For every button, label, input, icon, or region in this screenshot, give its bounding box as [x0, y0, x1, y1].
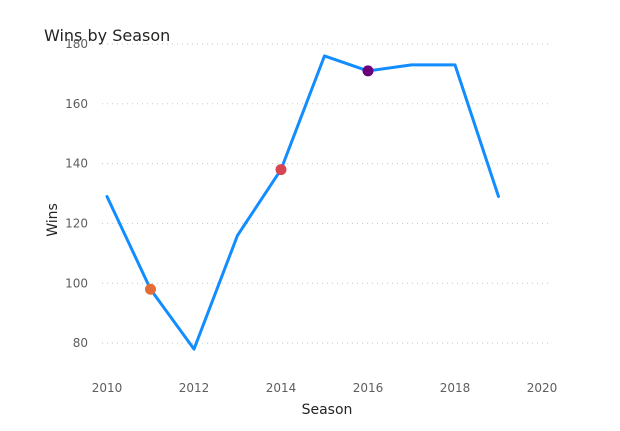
x-tick-label-2018: 2018 [440, 381, 471, 395]
y-tick-label-100: 100 [65, 276, 88, 290]
x-tick-label-2010: 2010 [92, 381, 123, 395]
data-point-2014[interactable] [275, 164, 287, 176]
data-point-2016[interactable] [362, 65, 374, 77]
y-axis-title: Wins [45, 203, 61, 237]
x-axis-title: Season [302, 402, 353, 418]
series-line-0 [105, 54, 500, 351]
y-tick-label-120: 120 [65, 216, 88, 230]
x-tick-label-2014: 2014 [266, 381, 297, 395]
gridlines [102, 43, 552, 344]
x-tick-label-2020: 2020 [527, 381, 558, 395]
y-tick-label-180: 180 [65, 37, 88, 51]
data-point-2011[interactable] [145, 283, 156, 295]
chart-title: Wins by Season [44, 26, 171, 45]
x-axis-ticks: 2010 2012 2014 2016 2018 2020 [92, 381, 558, 395]
y-tick-label-140: 140 [65, 157, 88, 171]
x-tick-label-2016: 2016 [353, 381, 384, 395]
y-tick-label-80: 80 [73, 336, 88, 350]
highlight-points [145, 65, 374, 295]
y-tick-label-160: 160 [65, 97, 88, 111]
x-tick-label-2012: 2012 [179, 381, 210, 395]
series-layer [105, 54, 500, 351]
y-axis-ticks: 80 100 120 140 160 180 [65, 37, 88, 350]
